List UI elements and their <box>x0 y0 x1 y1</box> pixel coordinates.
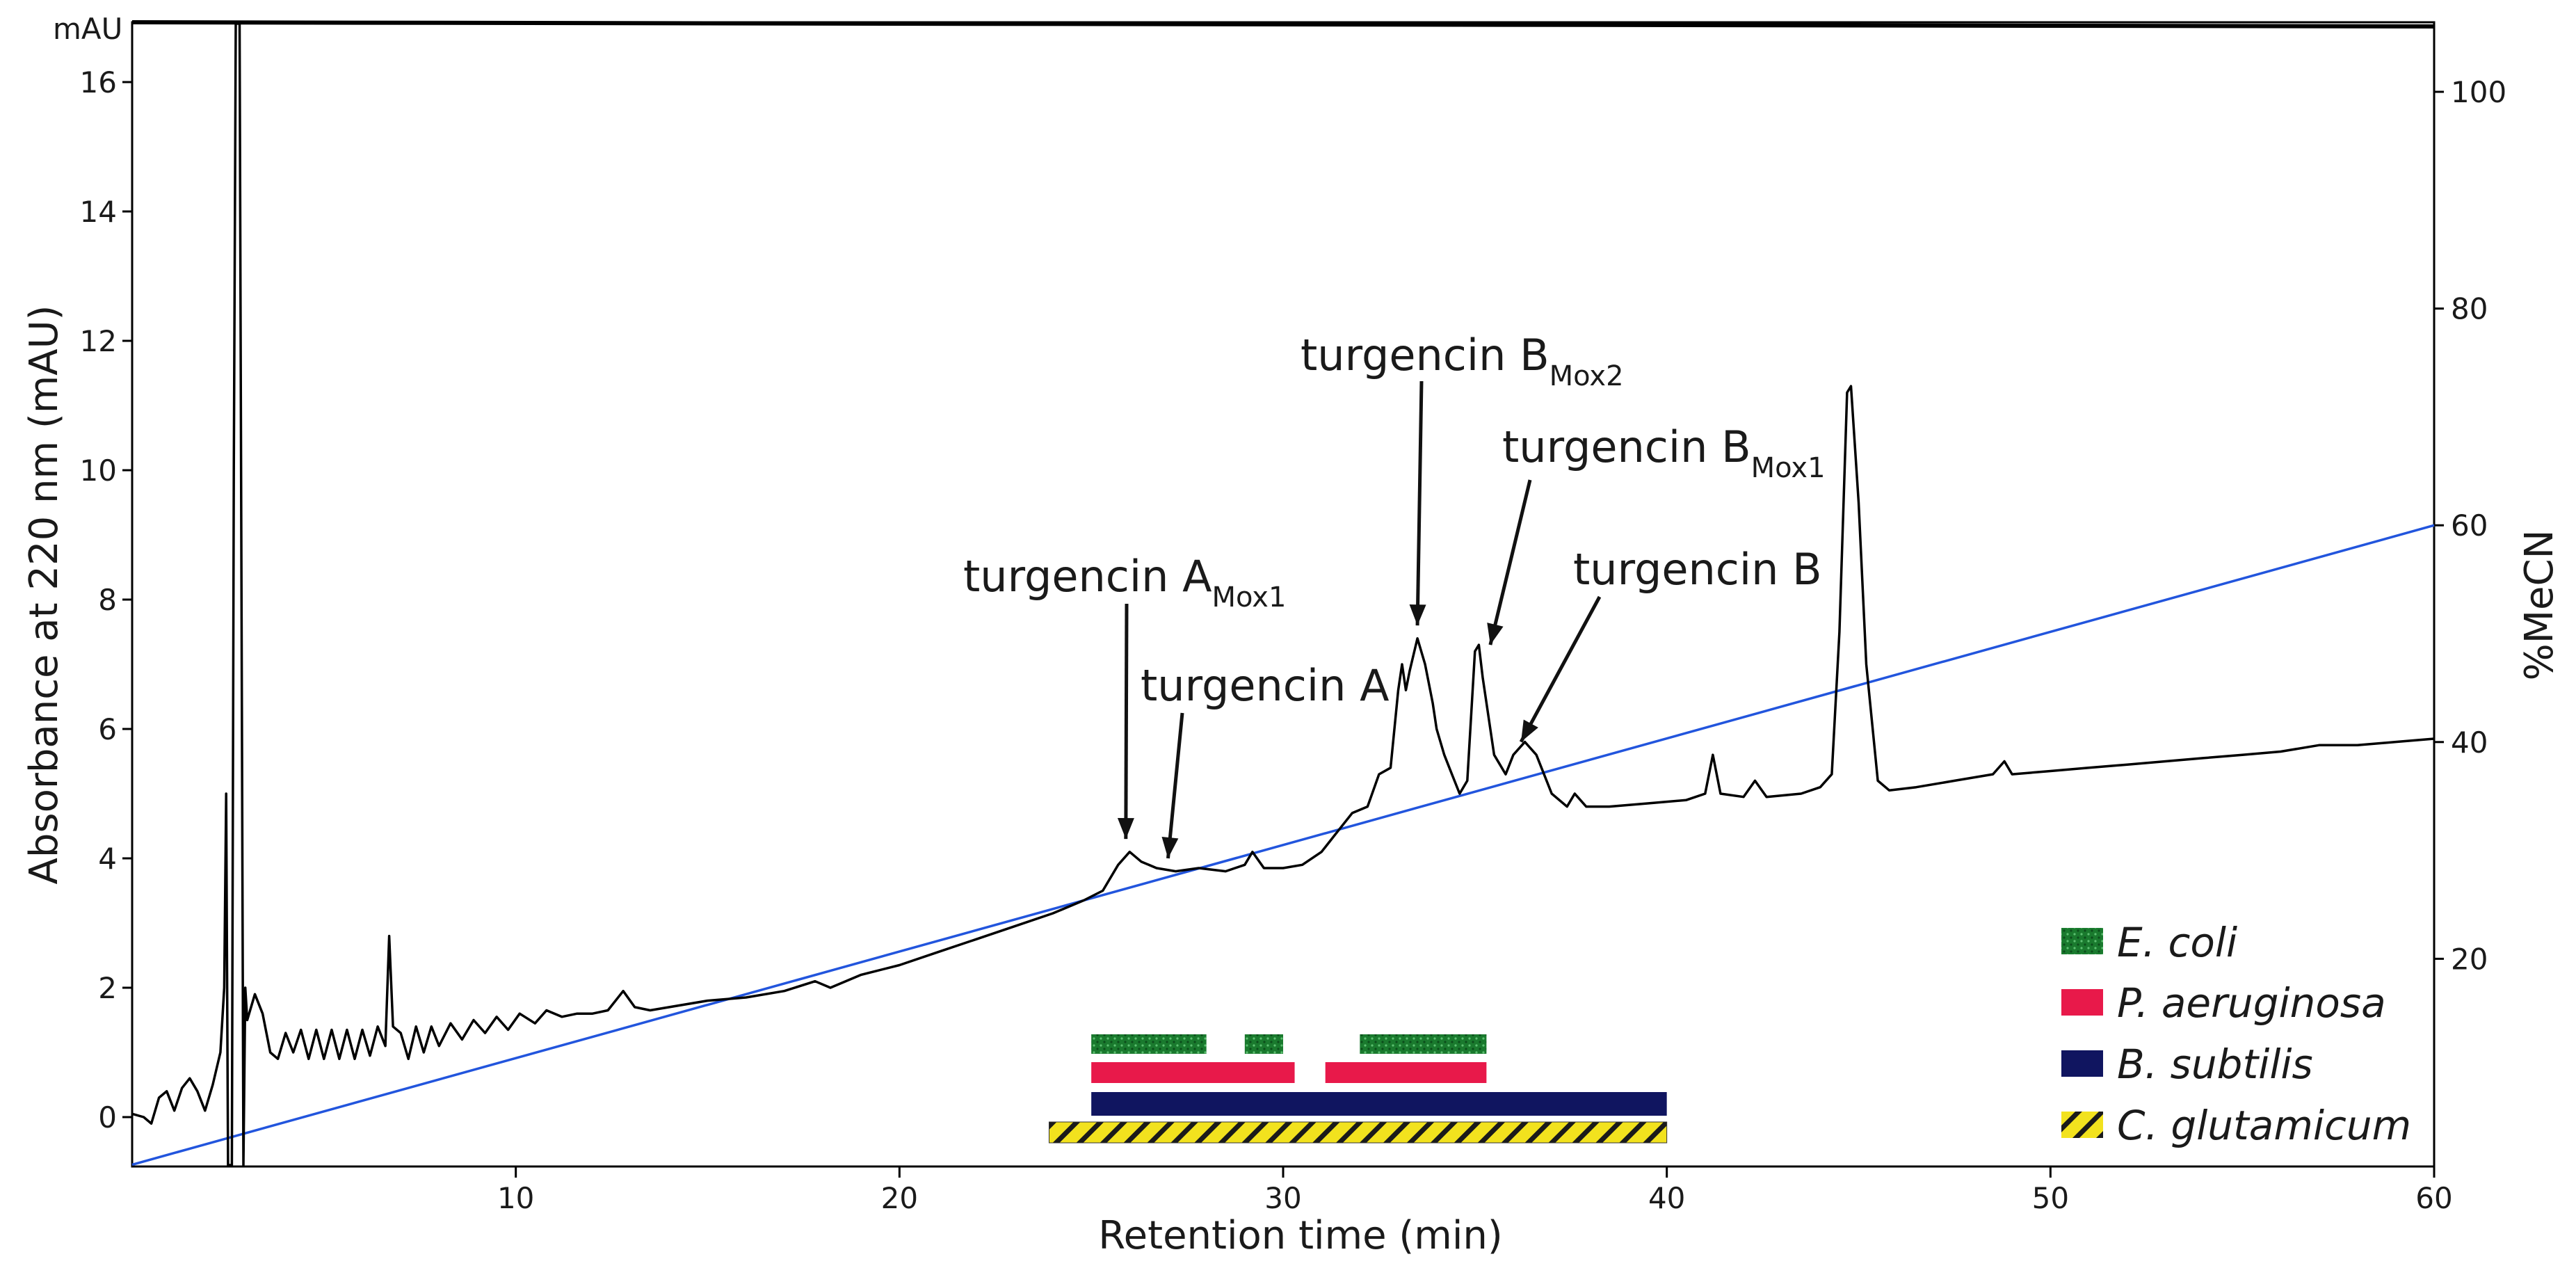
x-axis-title: Retention time (min) <box>1098 1213 1502 1258</box>
label-turgencin-a-mox1: turgencin AMox1 <box>963 551 1286 614</box>
label-turgencin-b-mox2: turgencin BMox2 <box>1301 330 1624 392</box>
x-tick-label: 10 <box>497 1181 534 1215</box>
activity-bar-c-glutamicum <box>1048 1121 1668 1144</box>
annotation-arrow-head <box>1521 719 1538 742</box>
annotation-arrow-head <box>1409 604 1426 626</box>
peak-arrows <box>1117 380 1602 859</box>
activity-bar-p-aeruginosa <box>1091 1062 1295 1083</box>
label-turgencin-b-mox1: turgencin BMox1 <box>1502 422 1826 484</box>
annotation-arrow-line <box>1124 603 1129 840</box>
x-tick-label: 50 <box>2032 1181 2069 1215</box>
y2-axis-ticks: 20 40 60 80 100 <box>2434 75 2506 976</box>
activity-bar-e-coli <box>1244 1034 1283 1054</box>
legend-swatch-p-aeruginosa <box>2061 989 2103 1016</box>
y-tick-label: 6 <box>98 712 117 746</box>
legend-label-e-coli: E. coli <box>2117 919 2237 966</box>
top-border <box>131 20 2435 29</box>
x-tick-label: 40 <box>1648 1181 1685 1215</box>
y2-tick-label: 20 <box>2451 942 2488 976</box>
legend: E. coli P. aeruginosa B. subtilis C. glu… <box>2061 919 2411 1149</box>
x-tick-label: 60 <box>2415 1181 2452 1215</box>
y-tick-label: 10 <box>80 454 117 488</box>
y2-axis-title: %MeCN <box>2517 530 2562 681</box>
activity-bar-p-aeruginosa <box>1325 1062 1487 1083</box>
y-axis-ticks: 0 2 4 6 8 10 12 14 16 <box>80 65 132 1134</box>
legend-swatch-b-subtilis <box>2061 1050 2103 1077</box>
label-turgencin-b-mox2-main: turgencin B <box>1301 330 1549 380</box>
y-tick-label: 2 <box>98 971 117 1005</box>
annotation-arrow-head <box>1161 836 1179 858</box>
label-turgencin-b-mox2-sub: Mox2 <box>1549 360 1624 392</box>
y2-tick-label: 80 <box>2451 292 2488 326</box>
activity-bars <box>1048 1034 1668 1144</box>
activity-bar-b-subtilis <box>1091 1092 1667 1116</box>
mecn-gradient-line <box>131 524 2435 1166</box>
annotation-arrow-head <box>1487 623 1504 645</box>
y-tick-label: 16 <box>80 65 117 99</box>
legend-label-p-aeruginosa: P. aeruginosa <box>2117 979 2386 1027</box>
x-tick-label: 30 <box>1264 1181 1301 1215</box>
activity-bar-e-coli <box>1360 1034 1487 1054</box>
y-axis-unit-label: mAU <box>53 12 122 46</box>
legend-label-b-subtilis: B. subtilis <box>2117 1041 2313 1088</box>
y-tick-label: 4 <box>98 842 117 876</box>
y-tick-label: 14 <box>80 195 117 229</box>
label-turgencin-b-mox1-sub: Mox1 <box>1751 452 1826 484</box>
legend-swatch-e-coli <box>2061 928 2103 954</box>
y-tick-label: 8 <box>98 583 117 617</box>
y-tick-label: 0 <box>98 1100 117 1134</box>
label-turgencin-b-mox1-main: turgencin B <box>1502 422 1751 472</box>
absorbance-trace <box>131 22 2435 1166</box>
label-turgencin-a-mox1-sub: Mox1 <box>1212 582 1287 614</box>
legend-label-c-glutamicum: C. glutamicum <box>2117 1102 2411 1149</box>
annotation-arrow-line <box>1415 380 1424 626</box>
y2-tick-label: 60 <box>2451 508 2488 543</box>
annotation-arrow-line <box>1519 595 1602 743</box>
legend-swatch-c-glutamicum <box>2061 1112 2103 1138</box>
annotation-arrow-line <box>1166 712 1184 859</box>
activity-bar-e-coli <box>1091 1034 1207 1054</box>
y2-tick-label: 40 <box>2451 725 2488 760</box>
y-tick-label: 12 <box>80 324 117 358</box>
label-turgencin-a: turgencin A <box>1141 660 1390 711</box>
x-tick-label: 20 <box>881 1181 918 1215</box>
label-turgencin-a-mox1-main: turgencin A <box>963 551 1212 602</box>
annotation-arrow-line <box>1488 479 1532 645</box>
label-turgencin-b: turgencin B <box>1573 544 1822 595</box>
y2-tick-label: 100 <box>2451 75 2506 109</box>
y-axis-title: Absorbance at 220 nm (mAU) <box>22 305 67 885</box>
annotation-arrow-head <box>1117 818 1134 840</box>
x-axis-ticks: 10 20 30 40 50 60 <box>497 1166 2453 1215</box>
